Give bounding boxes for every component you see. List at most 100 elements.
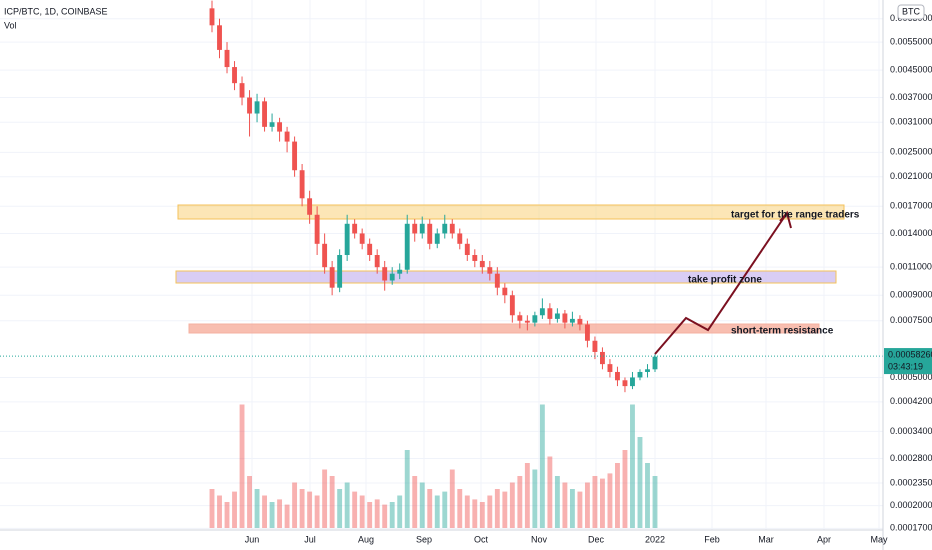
annotation: take profit zone	[688, 275, 762, 286]
candle-body	[479, 260, 485, 268]
candle-body	[637, 371, 643, 378]
volume-bar	[562, 482, 568, 528]
candle-body	[487, 267, 493, 274]
volume-bar	[299, 489, 305, 528]
volume-bar	[622, 450, 628, 528]
candle-body	[292, 141, 298, 171]
volume-bar	[472, 499, 478, 528]
volume-bar	[374, 499, 380, 528]
target-zone	[177, 204, 845, 220]
x-tick-label: May	[870, 534, 888, 544]
volume-bar	[600, 478, 605, 528]
candle-body	[239, 83, 245, 98]
volume-bar	[209, 489, 215, 528]
volume-bar	[517, 476, 523, 528]
x-tick-label: Jun	[245, 534, 260, 544]
x-tick-label: Aug	[358, 534, 374, 544]
volume-bar	[217, 495, 222, 528]
candle-body	[472, 255, 478, 261]
candle-body	[224, 49, 230, 68]
volume-bar	[494, 489, 500, 528]
volume-bar	[427, 489, 433, 528]
candle-body	[547, 308, 553, 319]
candle-body	[277, 122, 283, 132]
volume-bar	[615, 463, 620, 528]
volume-bar	[277, 499, 283, 528]
volume-bar	[404, 450, 410, 528]
candle-body	[254, 101, 260, 114]
volume-bar	[389, 502, 395, 528]
candle-body	[412, 223, 418, 234]
candle-body	[630, 377, 635, 387]
volume-bar	[584, 482, 590, 528]
volume-bar	[397, 495, 403, 528]
candle-body	[600, 351, 605, 365]
projection-arrow	[654, 210, 792, 355]
volume-bar	[359, 495, 365, 528]
candle-body	[427, 223, 433, 244]
volume-bar	[487, 495, 493, 528]
candle-body	[532, 315, 538, 323]
annotation: target for the range traders	[731, 210, 860, 221]
volume-bar	[284, 504, 290, 528]
volume-bar	[232, 491, 237, 528]
volume-bar	[577, 491, 583, 528]
annotation: short-term resistance	[731, 326, 834, 337]
volume-bar	[322, 469, 328, 528]
volume-bar	[539, 404, 545, 528]
x-tick-label: Feb	[704, 534, 720, 544]
candle-body	[577, 318, 583, 325]
candle-body	[232, 67, 237, 84]
candle-body	[442, 223, 448, 234]
volume-bar	[592, 476, 598, 528]
volume-bar	[337, 489, 343, 528]
arrow-head	[779, 212, 788, 222]
currency-badge[interactable]	[897, 4, 925, 20]
volume-bar	[419, 482, 425, 528]
candle-body	[494, 273, 500, 288]
candle-body	[615, 371, 620, 381]
currency-label: BTC	[902, 6, 921, 16]
volume-bar	[509, 482, 515, 528]
volume-bar	[434, 495, 440, 528]
x-tick-label: Oct	[474, 534, 489, 544]
volume-bar	[607, 473, 613, 528]
candle-body	[382, 267, 388, 281]
candle-body	[645, 369, 650, 372]
candle-body	[509, 295, 515, 316]
volume-bar	[344, 482, 350, 528]
candle-body	[284, 131, 290, 142]
x-tick-label: Sep	[416, 534, 432, 544]
candle-body	[247, 97, 252, 114]
resistance-zone	[188, 323, 820, 334]
volume-bar	[554, 476, 560, 528]
volume-bar	[382, 504, 388, 528]
volume-bar	[645, 463, 650, 528]
candle-body	[367, 243, 373, 256]
volume-bar	[329, 476, 335, 528]
candle-body	[419, 223, 425, 234]
candle-body	[404, 223, 410, 270]
candle-body	[517, 315, 523, 321]
last-price-label: 0.00058260	[888, 349, 932, 359]
volume-bar	[569, 489, 575, 528]
candle-body	[389, 273, 395, 281]
volume-bar	[254, 489, 260, 528]
candle-body	[622, 380, 628, 387]
